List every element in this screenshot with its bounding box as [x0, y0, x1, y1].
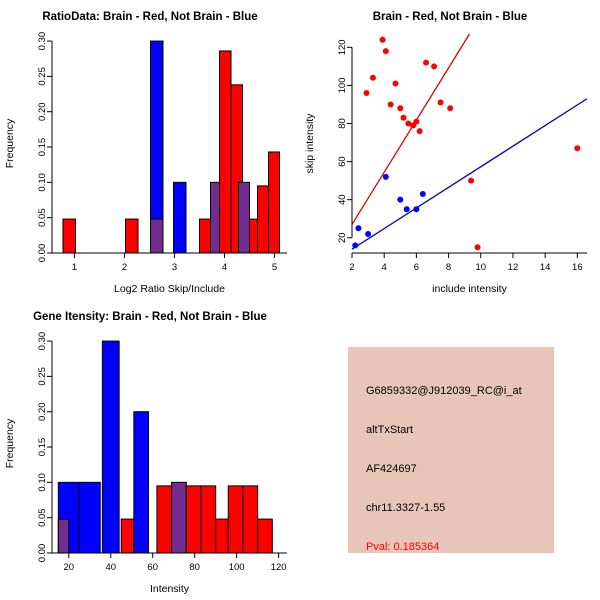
svg-text:60: 60: [337, 156, 348, 167]
svg-text:100: 100: [337, 77, 348, 93]
svg-text:Intensity: Intensity: [150, 583, 190, 595]
panel-skip-include-scatter: 2 4 6 8 10 12 14 16 20 40 60 80 100 120 Brain - Red, N…: [300, 0, 600, 300]
svg-text:8: 8: [446, 262, 451, 273]
svg-text:0.00: 0.00: [37, 244, 48, 263]
svg-text:0.10: 0.10: [37, 173, 48, 192]
svg-text:0.25: 0.25: [37, 367, 48, 386]
probe-id-text: G6859332@J912039_RC@i_at: [366, 385, 522, 397]
svg-text:2: 2: [349, 262, 354, 273]
svg-text:16: 16: [572, 262, 583, 273]
svg-text:0.15: 0.15: [37, 438, 48, 457]
svg-text:Log2 Ratio Skip/Include: Log2 Ratio Skip/Include: [114, 283, 225, 295]
svg-text:10: 10: [475, 262, 486, 273]
svg-text:20: 20: [63, 562, 74, 573]
svg-text:14: 14: [540, 262, 551, 273]
svg-text:2: 2: [122, 262, 127, 273]
svg-text:60: 60: [147, 562, 158, 573]
gene-intensity-histogram-chart: 20 40 60 80 100 120 0.00 0.05 0.10 0.15 0.20 0.25 0.…: [4, 311, 287, 595]
svg-text:4: 4: [382, 262, 387, 273]
svg-text:120: 120: [337, 39, 348, 55]
svg-text:0.00: 0.00: [37, 544, 48, 563]
svg-text:skip intensity: skip intensity: [304, 113, 316, 174]
panel-gene-intensity-histogram: 20 40 60 80 100 120 0.00 0.05 0.10 0.15 0.20 0.25 0.…: [0, 300, 300, 600]
svg-text:12: 12: [508, 262, 519, 273]
svg-text:0.20: 0.20: [37, 402, 48, 421]
svg-text:RatioData: Brain - Red, Not Br: RatioData: Brain - Red, Not Brain - Blue: [42, 11, 257, 23]
svg-text:5: 5: [272, 262, 277, 273]
svg-text:include intensity: include intensity: [432, 283, 507, 295]
svg-text:100: 100: [229, 562, 245, 573]
svg-text:20: 20: [337, 232, 348, 243]
svg-text:3: 3: [172, 262, 177, 273]
svg-text:4: 4: [222, 262, 227, 273]
skip-include-scatter-chart: 2 4 6 8 10 12 14 16 20 40 60 80 100 120 Brain - Red, N…: [304, 11, 588, 295]
pval-text: Pval: 0.185364: [366, 541, 440, 553]
svg-text:0.25: 0.25: [37, 67, 48, 86]
svg-text:0.30: 0.30: [37, 32, 48, 51]
svg-text:0.05: 0.05: [37, 208, 48, 227]
info-card: G6859332@J912039_RC@i_at altTxStart AF42…: [348, 347, 554, 553]
svg-text:Gene Itensity: Brain - Red, No: Gene Itensity: Brain - Red, Not Brain - …: [33, 311, 267, 323]
svg-text:80: 80: [337, 118, 348, 129]
ratio-histogram-chart: 1 2 3 4 5 0.00 0.05 0.10 0.15 0.20 0.25 0.30 RatioDa…: [4, 11, 287, 295]
svg-text:40: 40: [337, 194, 348, 205]
svg-text:6: 6: [414, 262, 419, 273]
svg-text:Frequency: Frequency: [4, 418, 16, 468]
svg-text:Brain - Red, Not Brain - Blue: Brain - Red, Not Brain - Blue: [373, 11, 528, 23]
svg-text:120: 120: [271, 562, 287, 573]
svg-text:Frequency: Frequency: [4, 118, 16, 168]
svg-text:0.05: 0.05: [37, 508, 48, 527]
svg-text:0.20: 0.20: [37, 102, 48, 121]
svg-text:0.15: 0.15: [37, 138, 48, 157]
svg-text:80: 80: [189, 562, 200, 573]
location-text: chr11.3327-1.55: [366, 502, 446, 514]
svg-text:0.10: 0.10: [37, 473, 48, 492]
event-type-text: altTxStart: [366, 424, 414, 436]
accession-text: AF424697: [366, 463, 417, 475]
panel-info: G6859332@J912039_RC@i_at altTxStart AF42…: [300, 300, 600, 600]
svg-text:1: 1: [72, 262, 77, 273]
svg-text:0.30: 0.30: [37, 332, 48, 351]
panel-ratio-histogram: 1 2 3 4 5 0.00 0.05 0.10 0.15 0.20 0.25 0.30 RatioDa…: [0, 0, 300, 300]
svg-text:40: 40: [105, 562, 116, 573]
